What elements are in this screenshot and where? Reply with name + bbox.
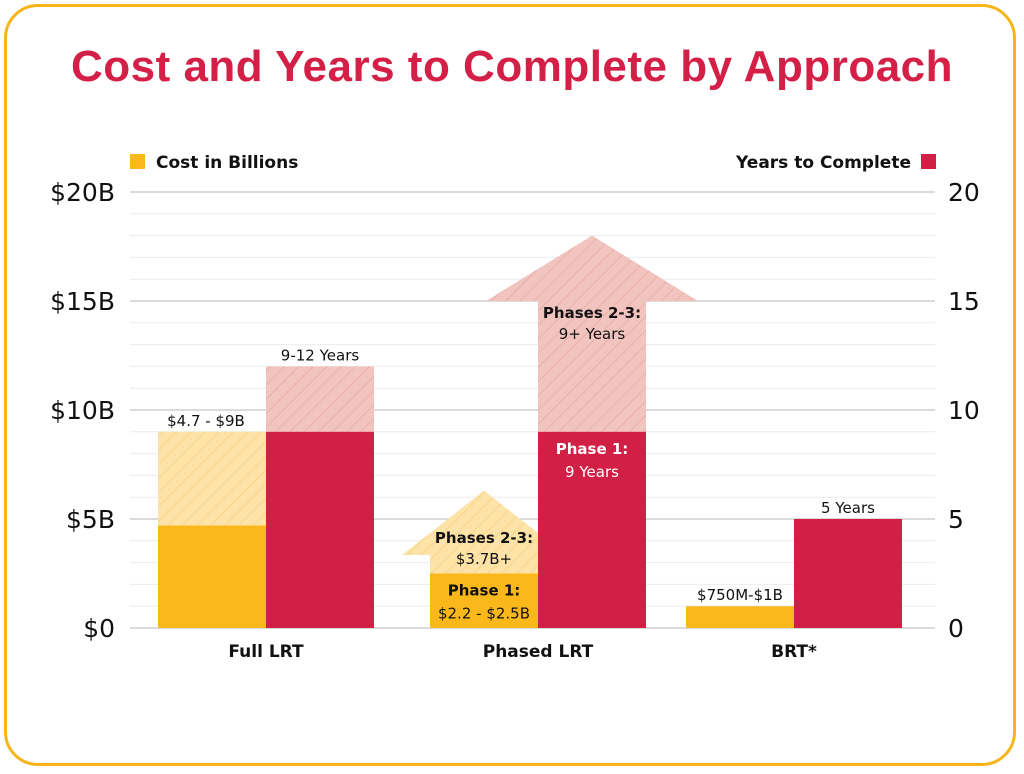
- left-axis-tick-label: $5B: [66, 505, 115, 534]
- right-axis-tick-label: 20: [948, 178, 980, 207]
- cost-bar: [430, 573, 538, 628]
- right-axis-tick-label: 10: [948, 396, 980, 425]
- x-axis-category-label: Full LRT: [228, 642, 304, 662]
- right-axis-tick-label: 5: [948, 505, 964, 534]
- cost-phase1-value: $2.2 - $2.5B: [438, 605, 530, 623]
- chart-title: Cost and Years to Complete by Approach: [70, 42, 954, 91]
- right-axis-tick-label: 15: [948, 287, 980, 316]
- years-arrow-future-phases: [486, 235, 698, 432]
- cost-arrow-future-phases: [402, 490, 566, 574]
- cost-bar-range: [158, 431, 266, 526]
- cost-future-label: Phases 2-3:: [435, 529, 533, 547]
- right-axis-tick-label: 0: [948, 614, 964, 643]
- left-axis-tick-label: $0: [83, 614, 115, 643]
- x-axis-category-label: BRT*: [771, 642, 817, 662]
- years-data-label: 9-12 Years: [281, 346, 360, 364]
- years-bar-range: [266, 366, 374, 432]
- years-bar: [266, 431, 374, 628]
- legend-swatch-cost: [130, 154, 145, 169]
- years-bar: [794, 519, 902, 628]
- years-future-value: 9+ Years: [559, 325, 626, 343]
- cost-data-label: $4.7 - $9B: [167, 412, 245, 430]
- cost-future-value: $3.7B+: [456, 550, 512, 568]
- legend-label-cost: Cost in Billions: [156, 153, 298, 173]
- cost-bar: [686, 606, 794, 628]
- years-data-label: 5 Years: [821, 499, 875, 517]
- left-axis-tick-label: $15B: [50, 287, 115, 316]
- years-bar: [538, 431, 646, 628]
- cost-data-label: $750M-$1B: [697, 586, 783, 604]
- legend-swatch-years: [921, 154, 936, 169]
- legend-label-years: Years to Complete: [735, 153, 911, 173]
- x-axis-category-label: Phased LRT: [483, 642, 594, 662]
- years-phase1-value: 9 Years: [565, 463, 619, 481]
- cost-bar: [158, 525, 266, 628]
- cost-phase1-label: Phase 1:: [448, 582, 521, 600]
- left-axis-tick-label: $10B: [50, 396, 115, 425]
- left-axis-tick-label: $20B: [50, 178, 115, 207]
- years-future-label: Phases 2-3:: [543, 304, 641, 322]
- years-phase1-label: Phase 1:: [556, 440, 629, 458]
- chart-frame: [4, 4, 1016, 766]
